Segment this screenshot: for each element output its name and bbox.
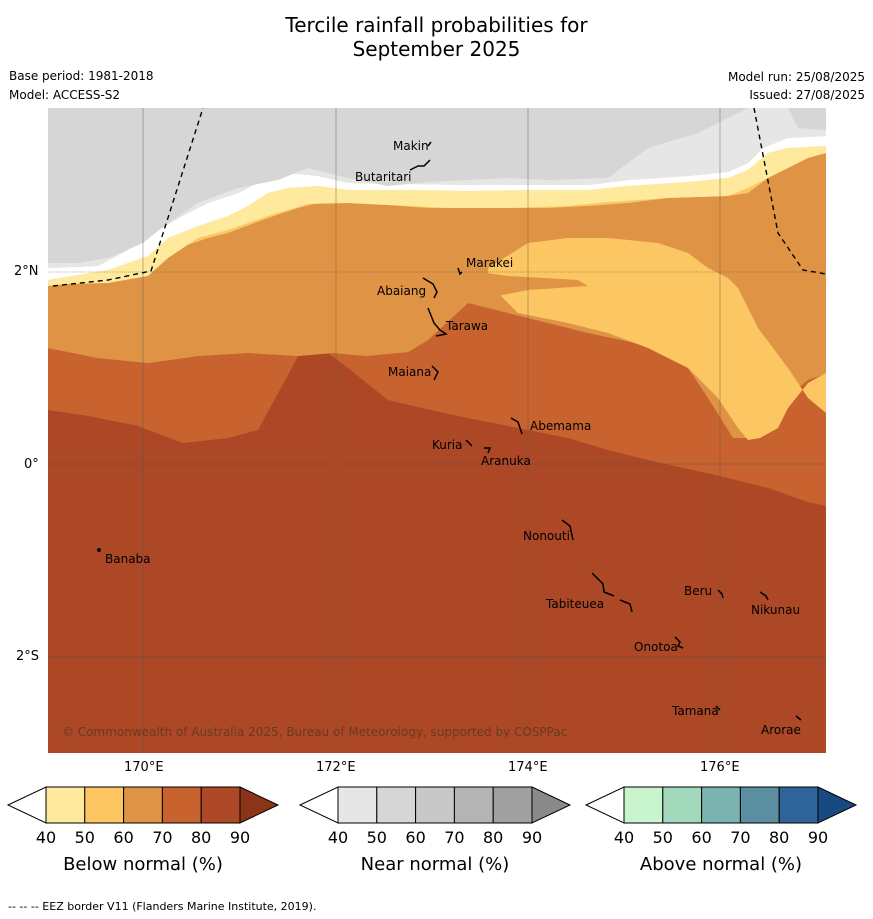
colorbar-tick-label: 40 [613, 828, 635, 847]
place-label: Maiana [388, 365, 432, 379]
place-label: Beru [684, 584, 713, 598]
rainfall-map [48, 108, 826, 753]
colorbar-tick-label: 70 [444, 828, 465, 847]
place-label: Tarawa [446, 319, 489, 333]
place-label: Abemama [530, 419, 592, 433]
colorbar-segment [778, 786, 819, 824]
place-label: Onotoa [634, 640, 678, 654]
colorbar-tick-label: 70 [730, 828, 751, 847]
colorbar-segment [415, 786, 455, 824]
colorbar-segment [200, 786, 241, 824]
place-label: Arorae [761, 723, 801, 737]
colorbar-tick-label: 90 [807, 828, 829, 847]
lon-tick-176: 176°E [700, 760, 740, 775]
model-name: Model: ACCESS-S2 [9, 88, 121, 102]
colorbar-tick-label: 50 [74, 828, 95, 847]
colorbars [6, 786, 858, 824]
lon-tick-172: 172°E [316, 760, 356, 775]
colorbar-tick-label: 40 [327, 828, 349, 847]
place-label: Nonouti [523, 529, 570, 543]
place-label: Aranuka [481, 454, 531, 468]
near-50-60-region [48, 108, 748, 263]
colorbar-tick-label: 60 [113, 828, 134, 847]
colorbar-segment [701, 786, 741, 824]
colorbar-segment [84, 786, 125, 824]
colorbar-segment [123, 786, 163, 824]
colorbar-segment [453, 786, 494, 824]
below-40-50-region [48, 146, 826, 286]
graticule [48, 108, 826, 753]
place-label: Abaiang [377, 284, 427, 298]
below-50-60-region [48, 108, 826, 440]
eez-footer-note: -- -- -- EEZ border V11 (Flanders Marine… [8, 900, 317, 913]
colorbar-low-triangle [584, 786, 625, 824]
colorbar-tick-label: 80 [483, 828, 504, 847]
colorbar-title: Below normal (%) [63, 854, 223, 875]
eez-border [52, 108, 826, 287]
colorbar-high-triangle [239, 786, 280, 824]
colorbar-segment [739, 786, 780, 824]
map-title-line2: September 2025 [352, 37, 521, 61]
place-label: Kuria [432, 438, 463, 452]
colorbar-segment [161, 786, 202, 824]
place-label: Nikunau [751, 603, 801, 617]
colorbar-tick-label: 40 [35, 828, 57, 847]
colorbar-segment [623, 786, 664, 824]
colorbar-tick-label: 70 [152, 828, 173, 847]
place-label: Tamana [672, 704, 719, 718]
colorbar-tick-label: 80 [769, 828, 790, 847]
issued-date: Issued: 27/08/2025 [749, 88, 865, 102]
copyright-note: © Commonwealth of Australia 2025, Bureau… [62, 725, 568, 739]
base-period: Base period: 1981-2018 [9, 69, 154, 83]
colorbar-title: Near normal (%) [360, 854, 510, 875]
colorbar-tick-label: 60 [691, 828, 712, 847]
colorbar-low-triangle [298, 786, 339, 824]
colorbar-high-triangle [531, 786, 572, 824]
colorbar-tick-label: 80 [191, 828, 212, 847]
lat-tick-0: 0° [24, 457, 39, 472]
colorbar-segment [492, 786, 533, 824]
lat-tick-2s: 2°S [16, 649, 40, 664]
colorbar-segment [376, 786, 417, 824]
place-label: Makin [393, 139, 429, 153]
colorbar-tick-label: 60 [405, 828, 426, 847]
colorbar-segment [45, 786, 86, 824]
place-label: Banaba [105, 552, 151, 566]
colorbar-tick-label: 90 [521, 828, 543, 847]
colorbar-segment [662, 786, 703, 824]
colorbar-tick-label: 50 [366, 828, 387, 847]
colorbar-segment [337, 786, 378, 824]
place-label: Marakei [466, 256, 514, 270]
lat-tick-2n: 2°N [14, 264, 39, 279]
colorbar-low-triangle [6, 786, 47, 824]
colorbar-tick-label: 90 [229, 828, 251, 847]
place-label: Tabiteuea [546, 597, 605, 611]
colorbar-high-triangle [817, 786, 858, 824]
colorbar-title: Above normal (%) [639, 854, 803, 875]
place-label: Butaritari [355, 170, 412, 184]
lon-tick-174: 174°E [508, 760, 548, 775]
model-run: Model run: 25/08/2025 [727, 70, 865, 84]
map-title-line1: Tercile rainfall probabilities for [285, 13, 588, 37]
lon-tick-170: 170°E [124, 760, 164, 775]
colorbar-tick-label: 50 [652, 828, 673, 847]
